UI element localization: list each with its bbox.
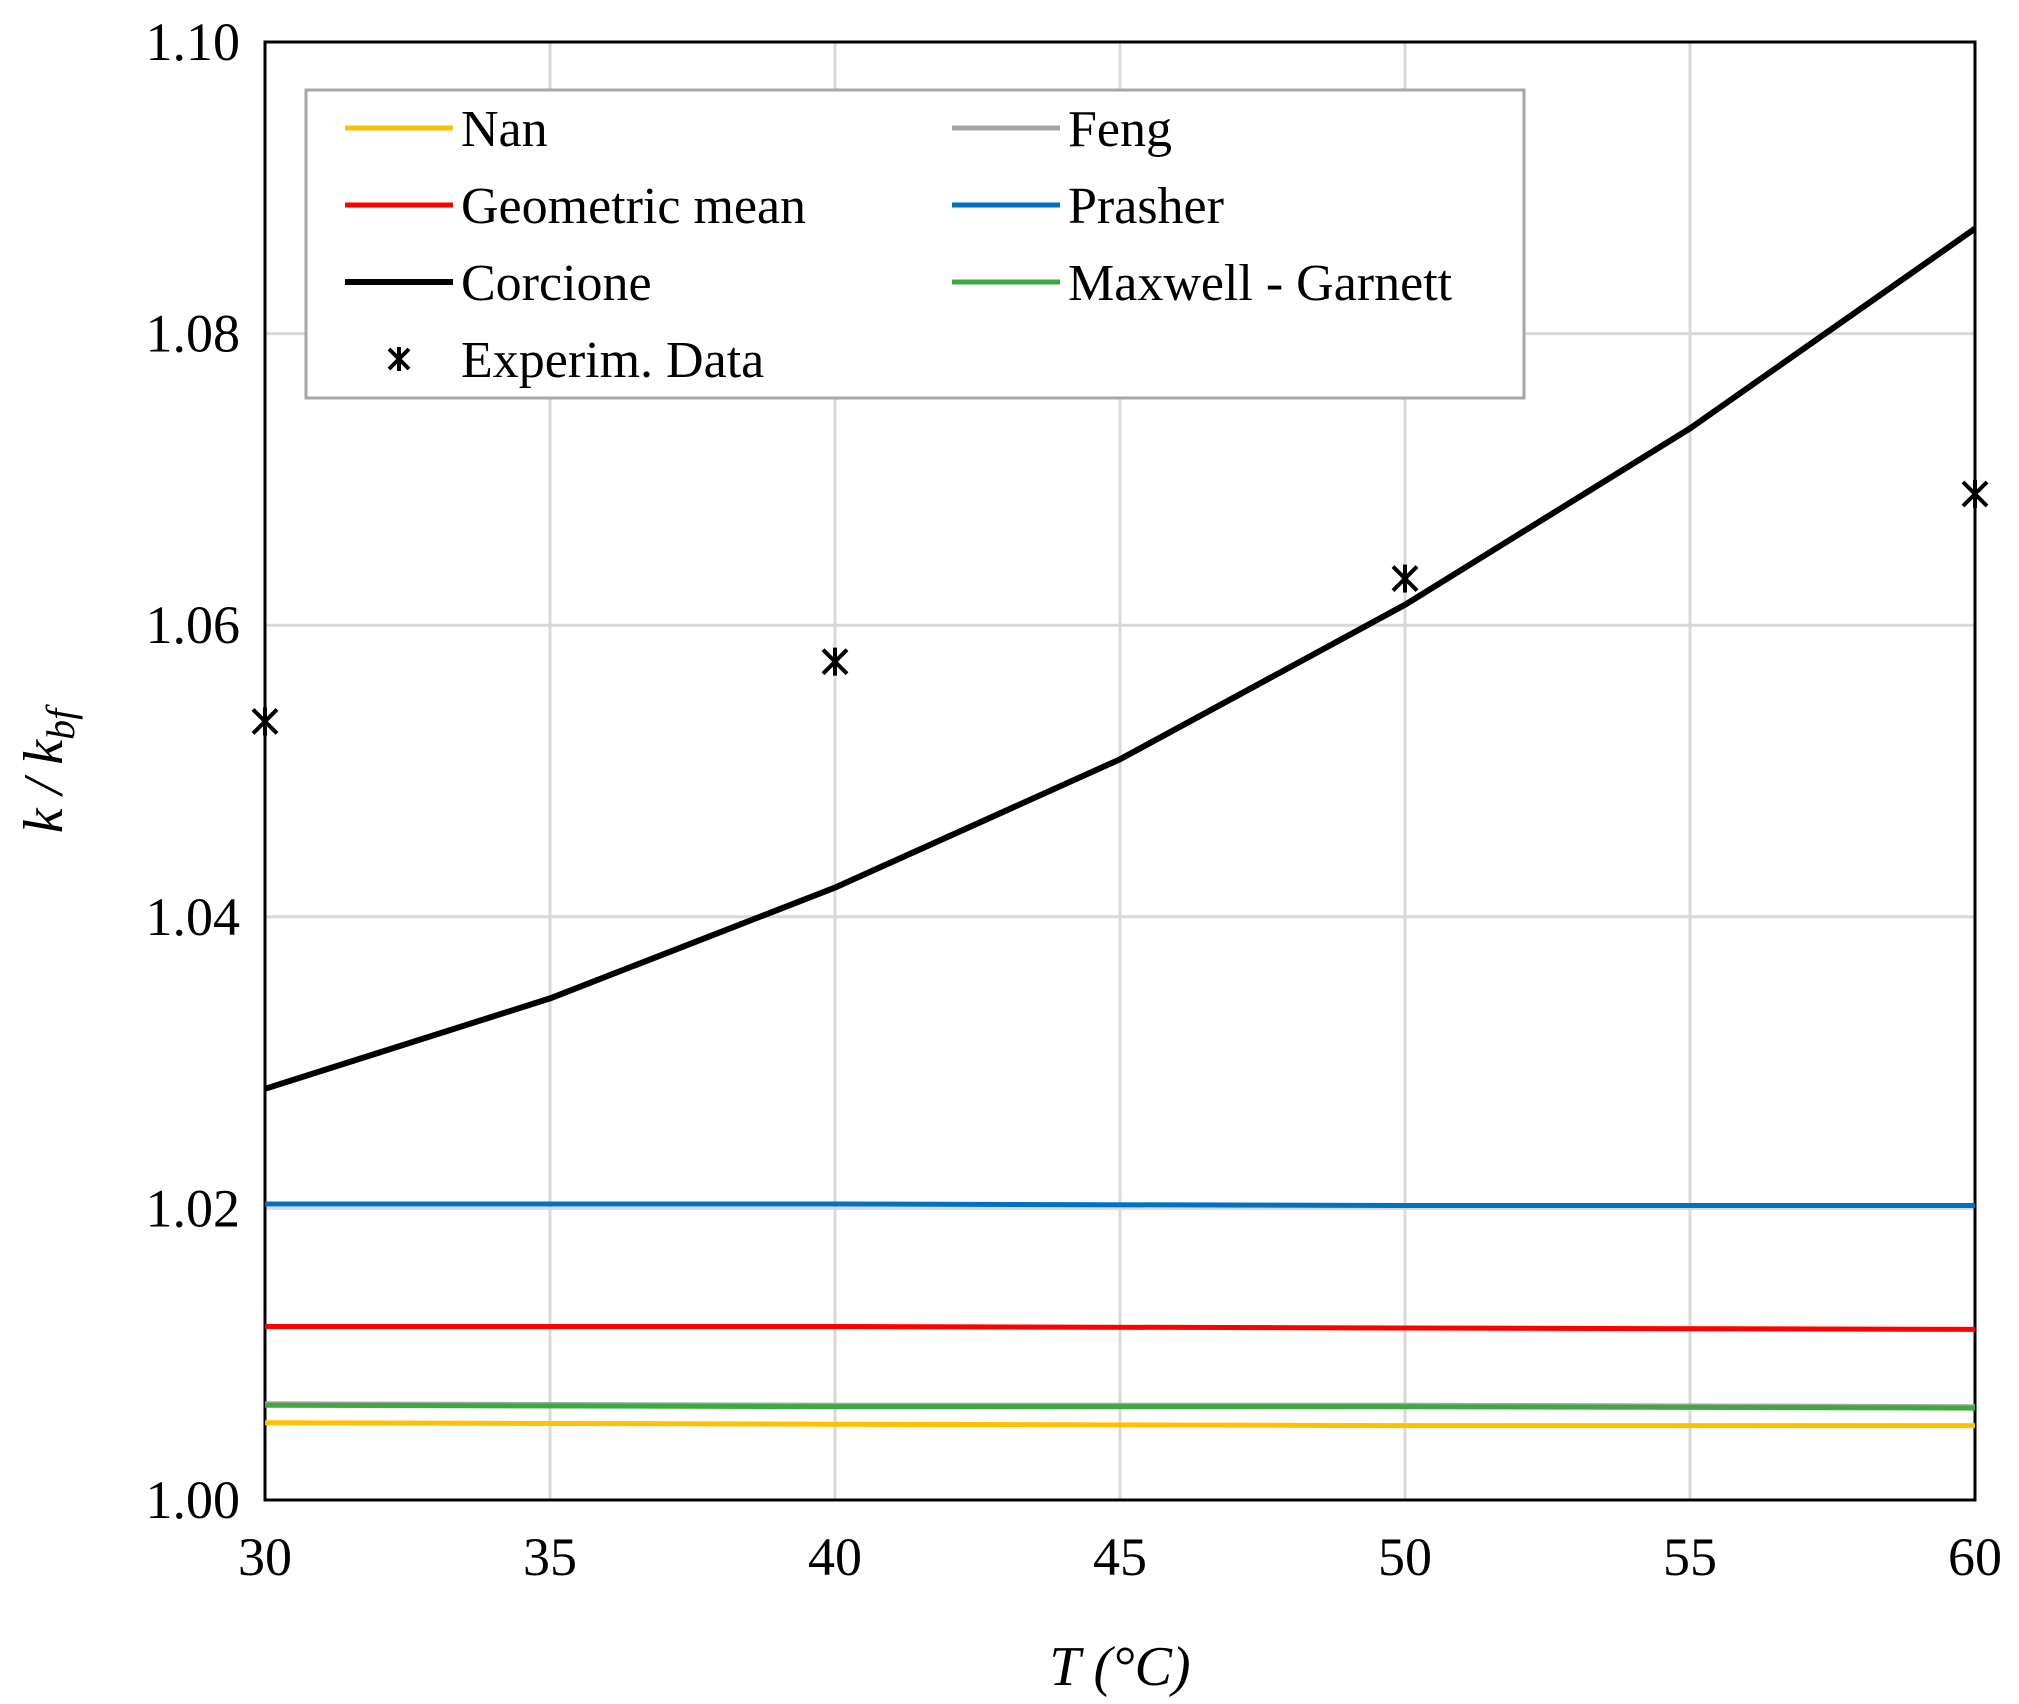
x-tick-label: 35 (523, 1527, 577, 1587)
legend-label: Geometric mean (461, 178, 806, 235)
x-tick-label: 45 (1093, 1527, 1147, 1587)
x-axis-ticks: 30 35 40 45 50 55 60 (238, 1527, 2002, 1587)
legend-marker (387, 347, 411, 371)
y-axis-title-subscript: bf (38, 704, 83, 740)
y-tick-label: 1.04 (146, 887, 241, 947)
x-axis-title: T (°C) (1049, 1636, 1190, 1698)
legend-box (304, 88, 1526, 400)
legend-item-experim-data: Experim. Data (387, 332, 764, 389)
legend-item-maxwell-garnett: Maxwell - Garnett (952, 255, 1453, 312)
legend-label: Experim. Data (461, 332, 764, 389)
data-point-experim-data (251, 707, 279, 736)
legend-label: Feng (1068, 101, 1172, 158)
data-point-experim-data (1391, 564, 1419, 593)
series-line-maxwell-garnett (264, 1402, 1976, 1411)
x-tick-label: 50 (1378, 1527, 1432, 1587)
y-tick-label: 1.10 (146, 12, 241, 72)
y-tick-label: 1.08 (146, 304, 241, 364)
legend-label: Corcione (461, 255, 652, 312)
legend-label: Nan (461, 101, 548, 158)
legend-item-feng: Feng (952, 101, 1172, 158)
series-line-nan (264, 1420, 1975, 1429)
legend-label: Maxwell - Garnett (1068, 255, 1453, 312)
y-tick-label: 1.06 (146, 595, 241, 655)
legend-item-nan: Nan (345, 101, 548, 158)
x-tick-label: 55 (1663, 1527, 1717, 1587)
series-line-geometric-mean (265, 1324, 1976, 1332)
y-tick-label: 1.00 (146, 1470, 241, 1530)
data-point-experim-data (821, 647, 849, 676)
series-layer (251, 226, 1989, 1429)
x-tick-label: 30 (238, 1527, 292, 1587)
series-line-prasher (265, 1201, 1975, 1208)
legend-item-corcione: Corcione (345, 255, 652, 312)
legend-item-prasher: Prasher (952, 178, 1224, 235)
series-line-corcione (264, 226, 1977, 1092)
y-axis-title: k / kbf (13, 704, 83, 833)
data-point-experim-data (1961, 479, 1989, 508)
y-tick-label: 1.02 (146, 1178, 241, 1238)
legend-label: Prasher (1068, 178, 1224, 235)
x-tick-label: 60 (1948, 1527, 2002, 1587)
legend-item-geometric-mean: Geometric mean (345, 178, 806, 235)
plot-area-frame (263, 40, 1977, 1502)
y-axis-ticks: 1.00 1.02 1.04 1.06 1.08 1.10 (146, 12, 241, 1530)
x-tick-label: 40 (808, 1527, 862, 1587)
legend: Nan Feng Geometric mean Prasher Corcione Maxw… (304, 88, 1526, 400)
y-axis-title-main: k / k (13, 739, 75, 833)
